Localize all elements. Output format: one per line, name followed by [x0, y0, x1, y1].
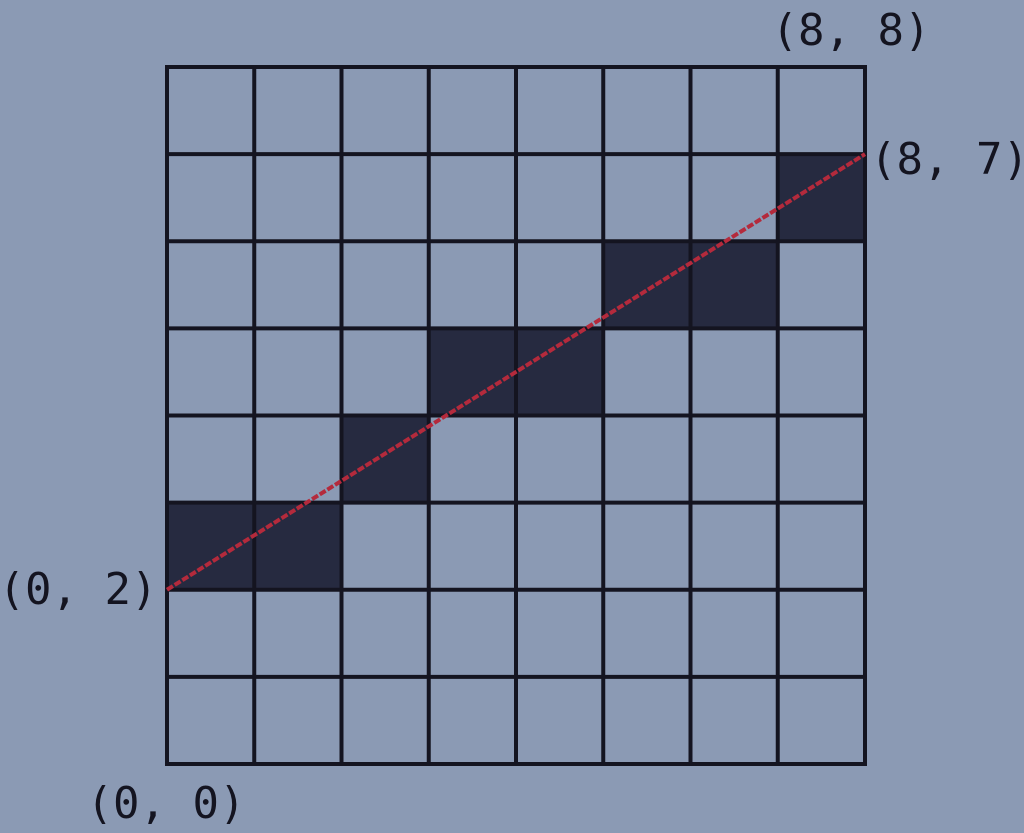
grid-lines — [165, 65, 867, 766]
filled-cell — [777, 154, 865, 242]
filled-cell — [167, 502, 255, 590]
label-origin: (0, 0) — [87, 778, 246, 829]
filled-cell — [254, 502, 342, 590]
label-line-start: (0, 2) — [0, 564, 157, 615]
filled-cell — [603, 241, 691, 329]
filled-cells — [167, 154, 865, 590]
filled-cell — [428, 328, 516, 416]
filled-cell — [516, 328, 604, 416]
label-top-right: (8, 8) — [772, 5, 931, 56]
raster-line — [165, 152, 867, 592]
label-line-end: (8, 7) — [870, 134, 1024, 185]
filled-cell — [341, 415, 429, 503]
